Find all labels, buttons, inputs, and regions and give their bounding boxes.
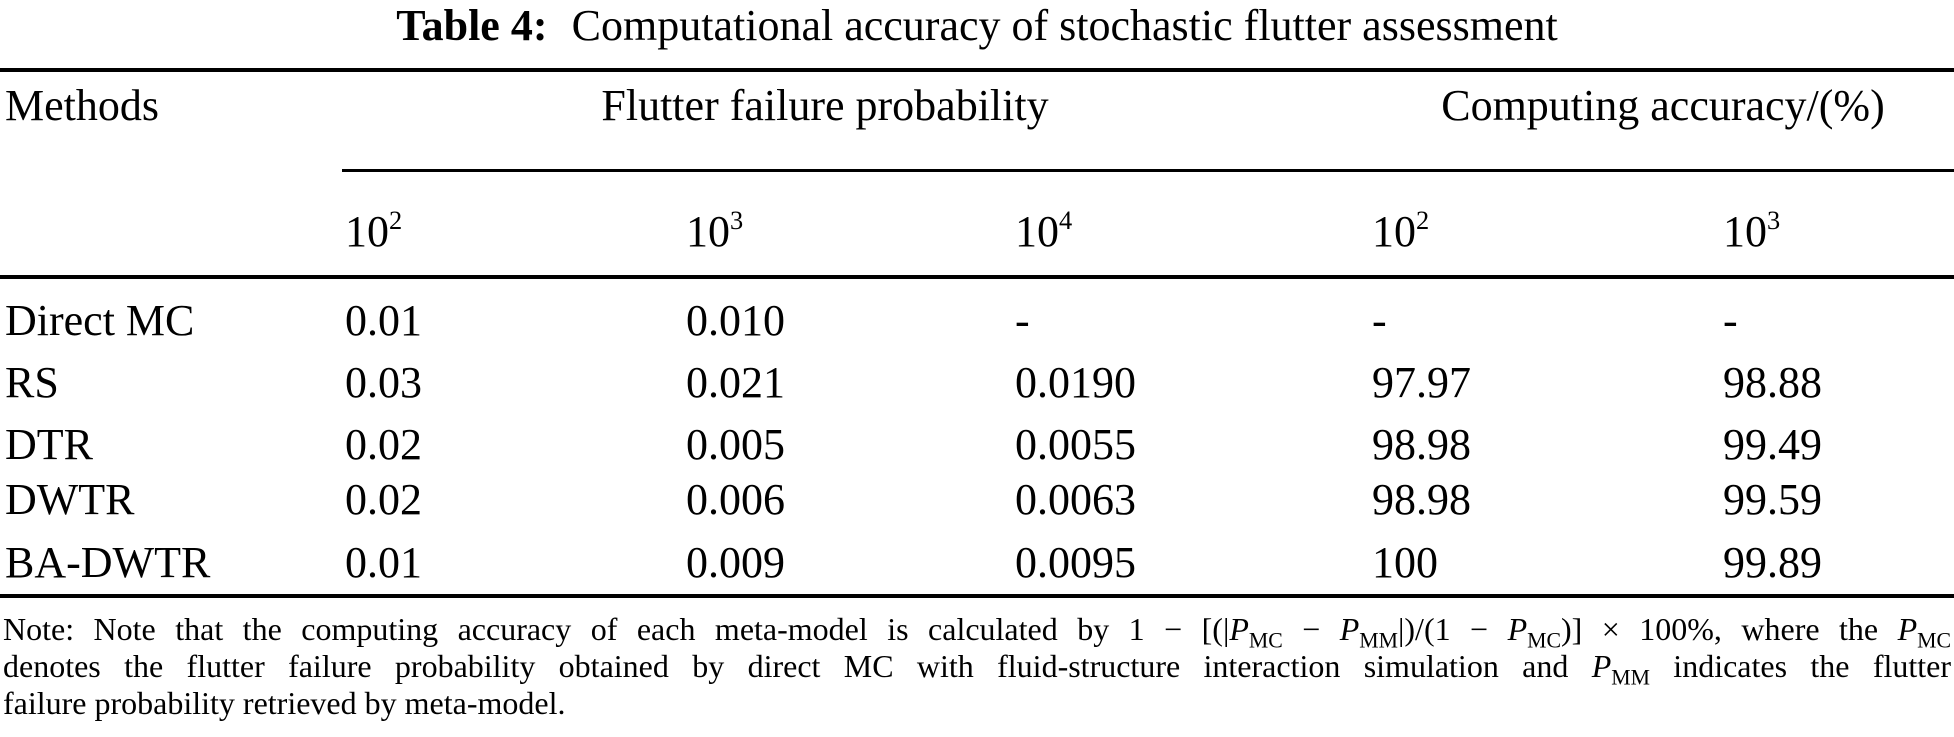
subheader-sample-size-3: 104 xyxy=(1015,205,1073,256)
note-line-1: Note: Note that the computing accuracy o… xyxy=(3,611,1952,653)
cell-method: RS xyxy=(5,358,59,407)
exponent: 2 xyxy=(389,205,403,236)
cell-value: - xyxy=(1372,296,1387,345)
probability-variable: P xyxy=(1507,611,1528,647)
table-caption-label: Table 4: xyxy=(396,1,548,50)
table-row: Direct MC 0.01 0.010 - - - xyxy=(0,295,1954,351)
subheader-sample-size-1: 102 xyxy=(345,205,403,256)
cell-value: 0.01 xyxy=(345,296,422,345)
cell-value: 97.97 xyxy=(1372,358,1471,407)
cell-value: 0.009 xyxy=(686,538,785,587)
probability-variable: P xyxy=(1229,611,1249,647)
cell-value: - xyxy=(1723,296,1738,345)
table-caption: Table 4: Computational accuracy of stocha… xyxy=(0,0,1954,51)
table-note: Note: Note that the computing accuracy o… xyxy=(3,611,1951,722)
cell-value: 0.0055 xyxy=(1015,420,1136,469)
cell-value: 99.89 xyxy=(1723,538,1822,587)
column-header-methods: Methods xyxy=(5,81,159,130)
cell-value: 0.0095 xyxy=(1015,538,1136,587)
table-row: DWTR 0.02 0.006 0.0063 98.98 99.59 xyxy=(0,474,1954,530)
probability-variable: P xyxy=(1591,648,1612,684)
cell-value: 100 xyxy=(1372,538,1438,587)
subheader-sample-size-4: 102 xyxy=(1372,205,1430,256)
cell-value: 99.59 xyxy=(1723,475,1822,524)
cell-method: Direct MC xyxy=(5,296,195,345)
cell-value: 98.98 xyxy=(1372,420,1471,469)
table-row: BA-DWTR 0.01 0.009 0.0095 100 99.89 xyxy=(0,537,1954,593)
subheader-row: 102 103 104 102 103 xyxy=(0,206,1954,262)
subheader-sample-size-2: 103 xyxy=(686,205,744,256)
cell-value: 0.01 xyxy=(345,538,422,587)
table-rule-mid xyxy=(0,275,1954,279)
cell-value: 98.88 xyxy=(1723,358,1822,407)
note-line-2: denotes the flutter failure probability … xyxy=(3,648,1952,690)
table-caption-text: Computational accuracy of stochastic flu… xyxy=(571,1,1558,50)
exponent: 2 xyxy=(1416,205,1430,236)
probability-variable: P xyxy=(1339,611,1360,647)
cell-method: DWTR xyxy=(5,475,135,524)
variable-subscript: MM xyxy=(1611,665,1650,690)
table-rule-group-span xyxy=(342,169,1954,172)
cell-value: 99.49 xyxy=(1723,420,1822,469)
variable-subscript: MM xyxy=(1359,628,1398,653)
table-row: DTR 0.02 0.005 0.0055 98.98 99.49 xyxy=(0,419,1954,475)
cell-value: 0.010 xyxy=(686,296,785,345)
probability-variable: P xyxy=(1897,611,1918,647)
subheader-sample-size-5: 103 xyxy=(1723,205,1781,256)
group-header-flutter-failure-probability: Flutter failure probability xyxy=(601,81,1049,130)
cell-value: - xyxy=(1015,296,1030,345)
exponent: 3 xyxy=(730,205,744,236)
exponent: 4 xyxy=(1059,205,1073,236)
cell-value: 0.02 xyxy=(345,420,422,469)
cell-value: 0.005 xyxy=(686,420,785,469)
cell-value: 0.0190 xyxy=(1015,358,1136,407)
group-header-computing-accuracy: Computing accuracy/(%) xyxy=(1441,81,1885,130)
cell-value: 0.0063 xyxy=(1015,475,1136,524)
cell-method: DTR xyxy=(5,420,93,469)
cell-method: BA-DWTR xyxy=(5,538,211,587)
cell-value: 0.021 xyxy=(686,358,785,407)
table-rule-bottom xyxy=(0,594,1954,598)
variable-subscript: MC xyxy=(1527,628,1561,653)
note-line-3: failure probability retrieved by meta-mo… xyxy=(3,685,566,721)
table-rule-top xyxy=(0,68,1954,72)
table-row: RS 0.03 0.021 0.0190 97.97 98.88 xyxy=(0,357,1954,413)
cell-value: 0.006 xyxy=(686,475,785,524)
exponent: 3 xyxy=(1767,205,1781,236)
variable-subscript: MC xyxy=(1248,628,1283,653)
cell-value: 98.98 xyxy=(1372,475,1471,524)
variable-subscript: MC xyxy=(1917,628,1952,653)
cell-value: 0.03 xyxy=(345,358,422,407)
cell-value: 0.02 xyxy=(345,475,422,524)
